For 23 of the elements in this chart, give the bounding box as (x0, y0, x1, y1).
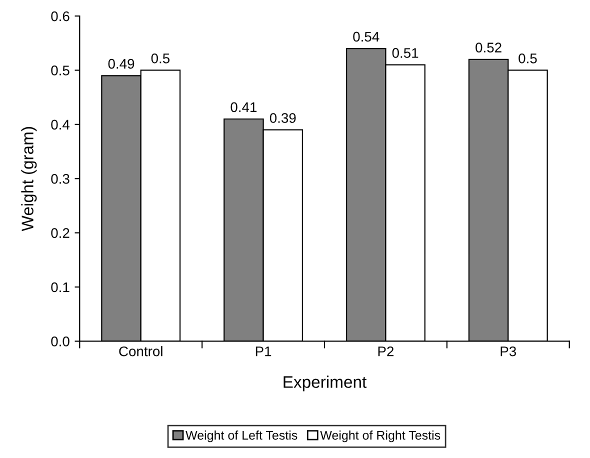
x-tick-label: P2 (378, 346, 394, 356)
data-label: 0.51 (392, 48, 418, 58)
data-label: 0.5 (151, 53, 170, 64)
data-label: 0.5 (518, 53, 537, 64)
data-label: 0.54 (353, 32, 380, 42)
data-label: 0.39 (270, 113, 296, 123)
y-tick-label: 0.5 (51, 66, 70, 76)
legend-label: Weight of Left Testis (186, 430, 298, 442)
y-tick-label: 0.6 (51, 11, 70, 22)
x-tick-label: P1 (256, 346, 272, 356)
y-axis-title: Weight (gram) (21, 127, 37, 232)
x-axis-title: Experiment (284, 376, 367, 392)
data-label: 0.52 (476, 42, 502, 52)
y-tick-label: 0.3 (51, 174, 70, 184)
y-tick-label: 0.0 (51, 336, 70, 346)
y-tick-label: 0.2 (51, 228, 70, 238)
data-label: 0.49 (108, 58, 134, 69)
x-tick-label: P3 (500, 346, 516, 356)
x-tick-label: Control (119, 346, 162, 356)
data-label: 0.41 (230, 102, 257, 112)
y-tick-label: 0.4 (51, 120, 70, 130)
y-tick-label: 0.1 (51, 282, 70, 292)
legend-label: Weight of Right Testis (320, 430, 440, 442)
